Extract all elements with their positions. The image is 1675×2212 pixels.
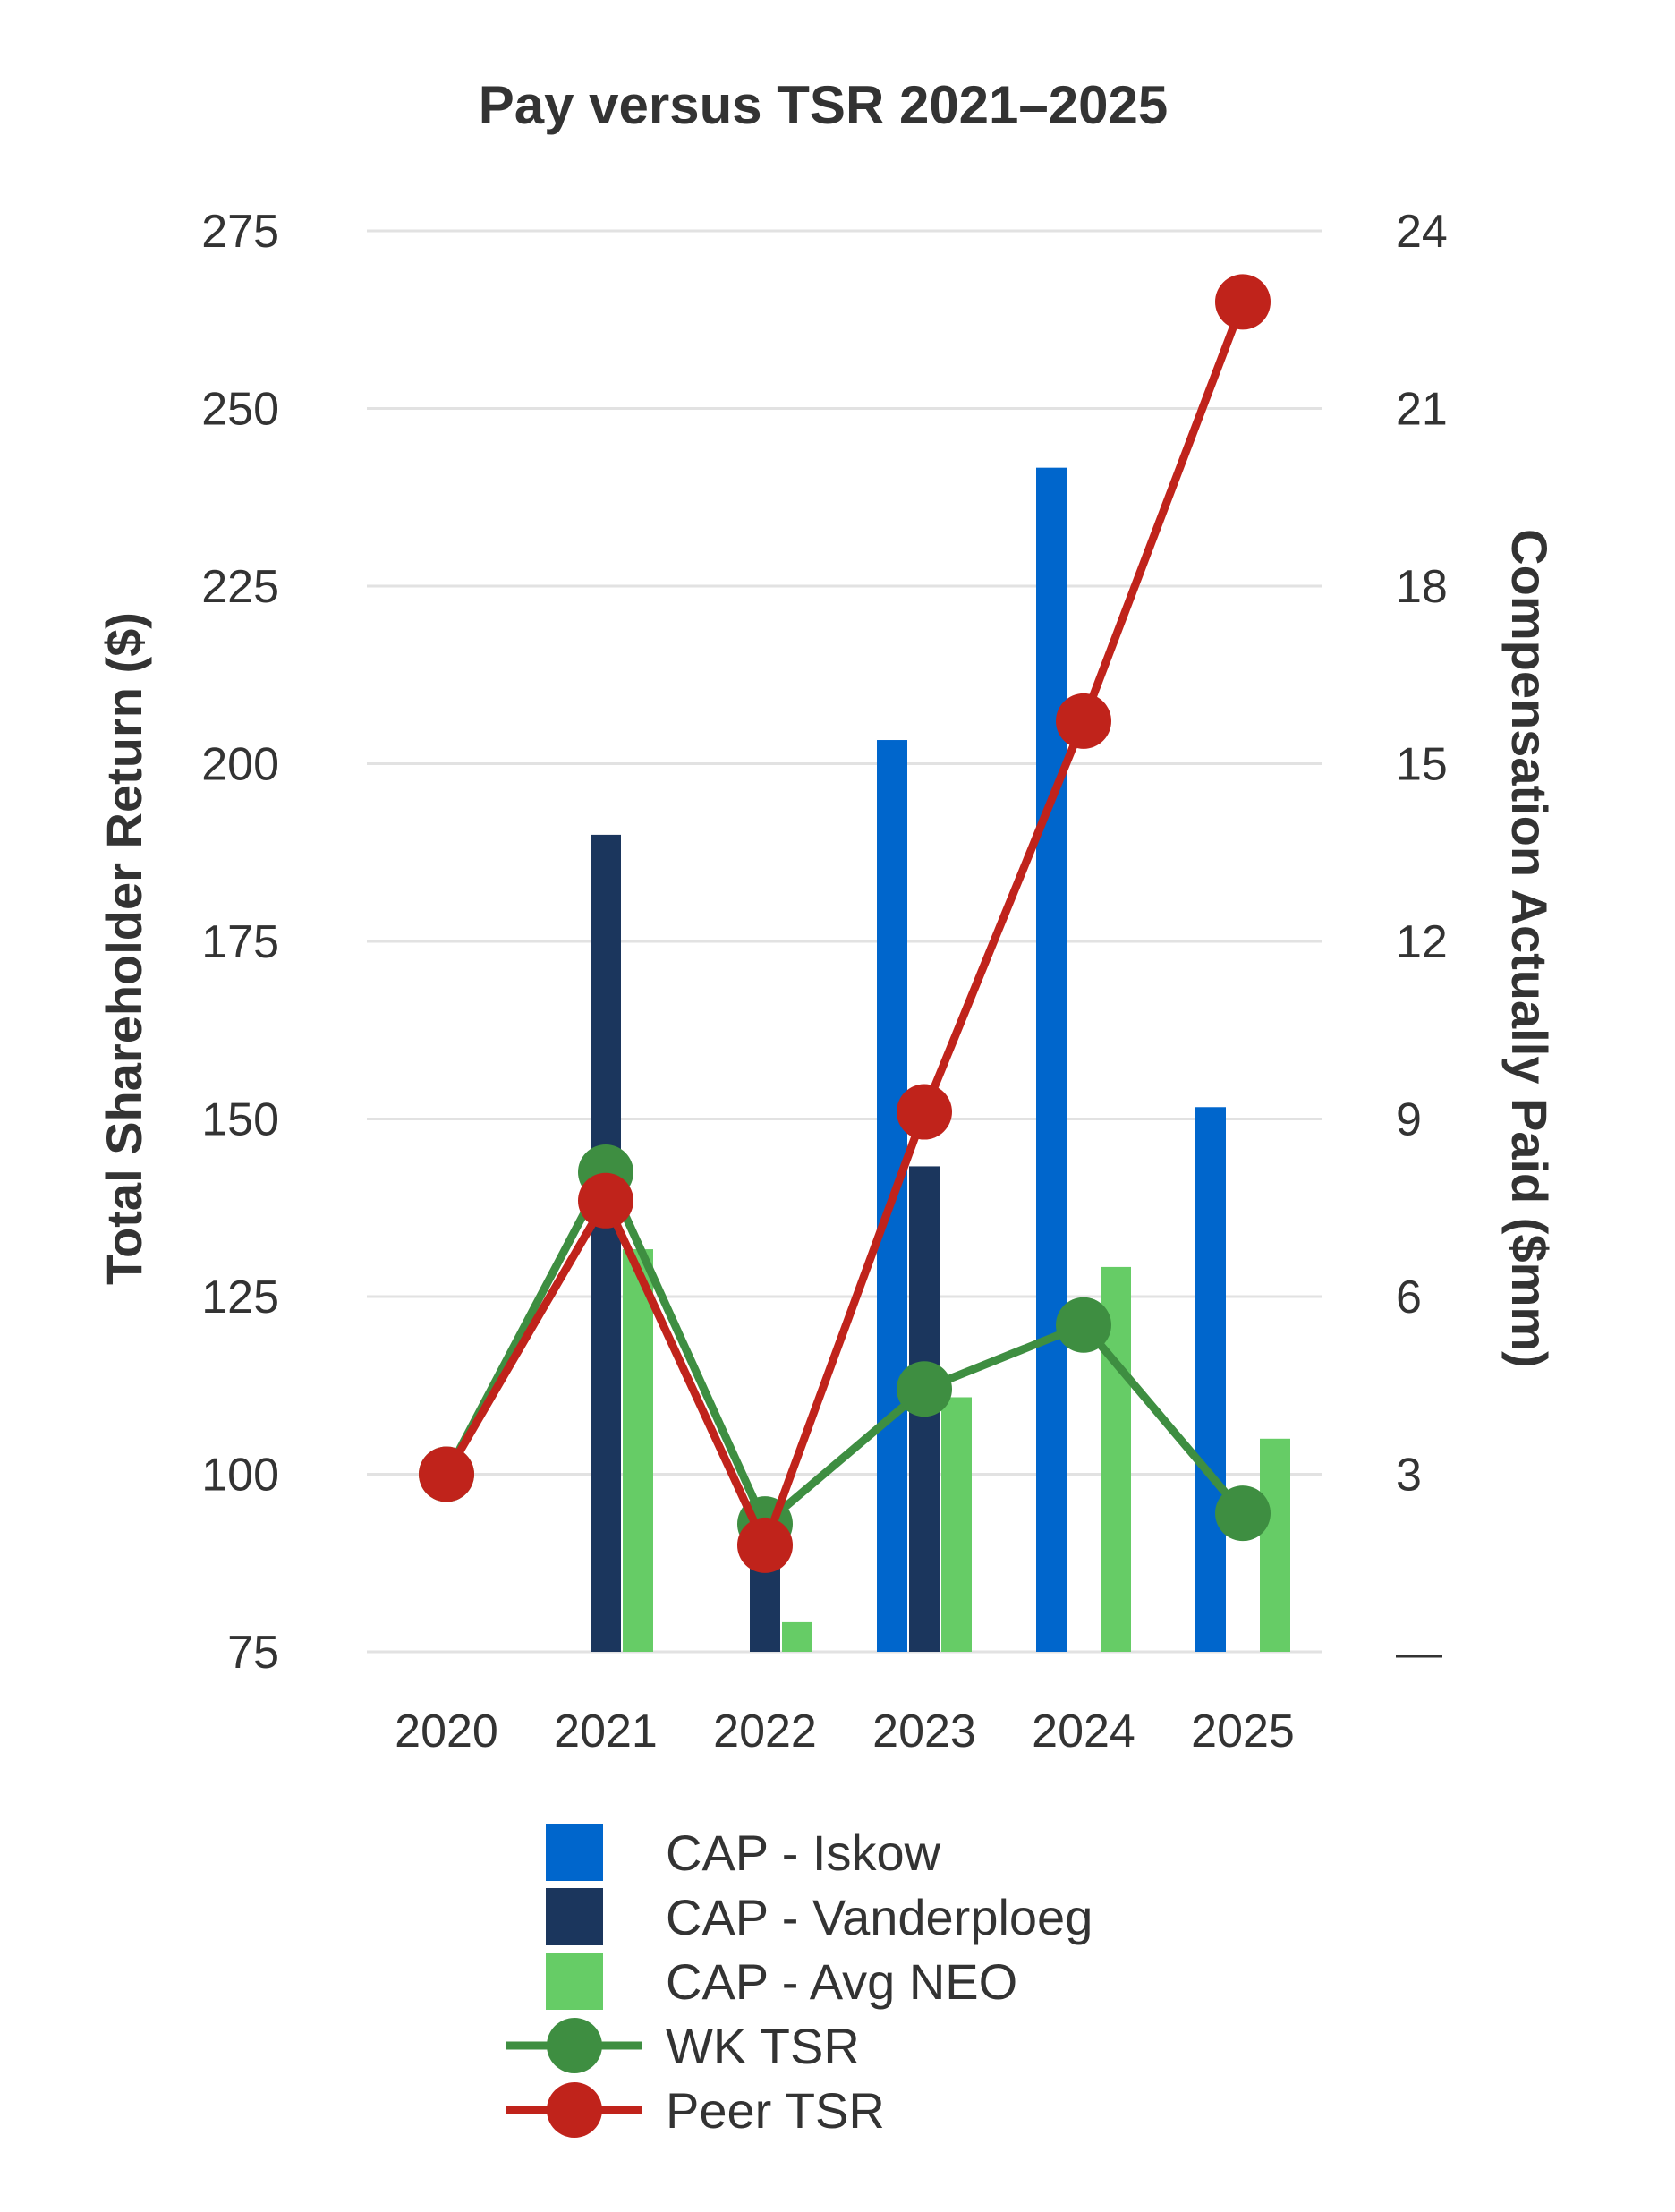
left-tick-label: 250	[201, 384, 279, 436]
x-tick-label: 2025	[1191, 1706, 1295, 1757]
x-tick-label: 2020	[395, 1706, 498, 1757]
legend-label: Peer TSR	[666, 2082, 885, 2139]
right-tick-label: 9	[1396, 1094, 1422, 1146]
series-point	[1215, 274, 1271, 330]
series-point	[1056, 1297, 1111, 1353]
bar	[591, 834, 621, 1652]
legend-swatch	[546, 1824, 603, 1881]
right-tick-label: 3	[1396, 1450, 1422, 1502]
bar	[1195, 1107, 1226, 1652]
series-point	[578, 1172, 633, 1229]
legend-label: CAP - Avg NEO	[666, 1953, 1017, 2010]
left-tick-label: 200	[201, 739, 279, 791]
bar	[1036, 467, 1067, 1652]
series-point	[897, 1084, 952, 1140]
legend-marker	[547, 2082, 602, 2138]
series-line	[443, 1168, 1246, 1528]
series-point	[897, 1361, 952, 1417]
legend-label: CAP - Iskow	[666, 1825, 941, 1881]
x-tick-label: 2023	[872, 1706, 976, 1757]
left-tick-label: 225	[201, 561, 279, 613]
right-tick-label: 12	[1396, 916, 1448, 968]
right-tick-label: 15	[1396, 739, 1448, 791]
legend-label: WK TSR	[666, 2018, 860, 2074]
series-point	[1056, 693, 1111, 749]
right-tick-label: 6	[1396, 1272, 1422, 1323]
legend-swatch	[546, 1953, 603, 2010]
series-point	[737, 1517, 793, 1573]
right-tick-label: 21	[1396, 384, 1448, 436]
right-tick-label: —	[1396, 1627, 1442, 1679]
lines	[419, 274, 1271, 1573]
left-tick-label: 150	[201, 1094, 279, 1146]
left-axis-title: Total Shareholder Return ($)	[96, 612, 152, 1285]
legend-marker	[547, 2018, 602, 2073]
series-point	[419, 1446, 474, 1502]
left-axis-ticks: 75 100 125 150 175 200 225 250 275	[201, 206, 279, 1679]
bar	[1260, 1438, 1290, 1652]
legend: CAP - Iskow CAP - Vanderploeg CAP - Avg NE…	[506, 1824, 1093, 2139]
right-axis-ticks: — 3 6 9 12 15 18 21 24	[1396, 206, 1448, 1679]
series-point	[1215, 1485, 1271, 1542]
right-tick-label: 18	[1396, 561, 1448, 613]
bar	[782, 1621, 812, 1652]
x-tick-label: 2021	[554, 1706, 658, 1757]
right-tick-label: 24	[1396, 206, 1448, 258]
right-axis-title: Compensation Actually Paid ($mm)	[1501, 529, 1558, 1368]
left-tick-label: 75	[227, 1627, 279, 1679]
left-tick-label: 100	[201, 1450, 279, 1502]
left-tick-label: 175	[201, 916, 279, 968]
left-tick-label: 275	[201, 206, 279, 258]
legend-label: CAP - Vanderploeg	[666, 1889, 1093, 1945]
bar	[623, 1249, 653, 1652]
chart-title: Pay versus TSR 2021–2025	[479, 75, 1169, 135]
x-tick-label: 2022	[713, 1706, 817, 1757]
series-line	[443, 300, 1247, 1550]
bar	[941, 1397, 972, 1652]
left-tick-label: 125	[201, 1272, 279, 1323]
x-axis-ticks: 2020 2021 2022 2023 2024 2025	[395, 1706, 1295, 1757]
x-tick-label: 2024	[1032, 1706, 1135, 1757]
legend-swatch	[546, 1888, 603, 1945]
gridlines	[367, 229, 1322, 1654]
